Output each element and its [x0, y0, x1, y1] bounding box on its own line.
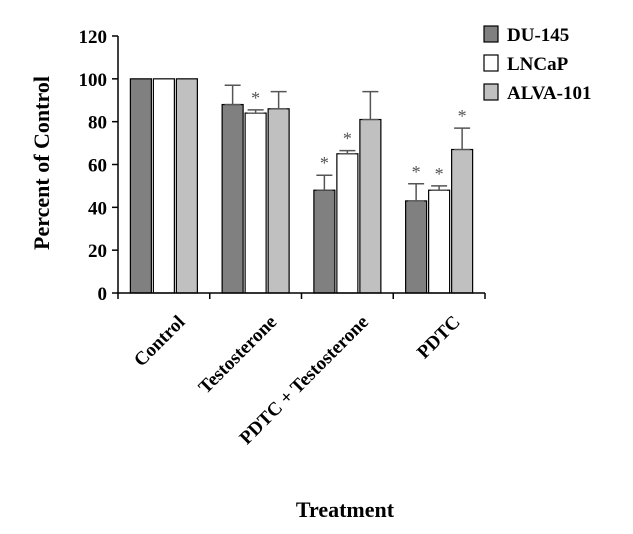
bars: * * * * * * [129, 78, 474, 294]
bar [359, 118, 382, 294]
bar [267, 108, 290, 294]
x-tick-label: Testosterone [195, 312, 281, 398]
legend-swatch [483, 54, 499, 72]
significance-marker: * [343, 129, 352, 149]
legend-swatch [483, 25, 499, 43]
y-tick-label: 60 [88, 156, 107, 177]
bar [451, 148, 474, 294]
significance-marker: * [458, 106, 467, 126]
significance-marker: * [251, 88, 260, 108]
y-tick-label: 20 [88, 241, 107, 262]
y-tick-label: 80 [88, 113, 107, 134]
legend-swatch [483, 83, 499, 101]
significance-marker: * [320, 153, 329, 173]
bar [152, 78, 175, 294]
bar [221, 103, 244, 294]
y-tick-label: 0 [98, 284, 108, 305]
bar [129, 78, 152, 294]
bar [428, 189, 451, 294]
legend-label: ALVA-101 [507, 83, 591, 104]
y-ticks: 0 20 40 60 80 100 120 [79, 27, 118, 305]
y-tick-label: 120 [79, 27, 108, 48]
significance-marker: * [412, 162, 421, 182]
bar [336, 153, 359, 294]
legend-label: LNCaP [507, 54, 569, 75]
y-tick-label: 40 [88, 198, 107, 219]
x-axis-title: Treatment [296, 497, 395, 522]
x-tick-label: PDTC [413, 312, 464, 363]
legend: DU-145 LNCaP ALVA-101 [483, 25, 591, 104]
y-axis-title: Percent of Control [29, 76, 54, 250]
bar [175, 78, 198, 294]
legend-label: DU-145 [507, 25, 569, 46]
bar [405, 200, 428, 294]
bar [244, 112, 267, 294]
x-tick-label: Control [130, 312, 189, 371]
bar [313, 189, 336, 294]
significance-marker: * [435, 164, 444, 184]
y-tick-label: 100 [79, 70, 108, 91]
